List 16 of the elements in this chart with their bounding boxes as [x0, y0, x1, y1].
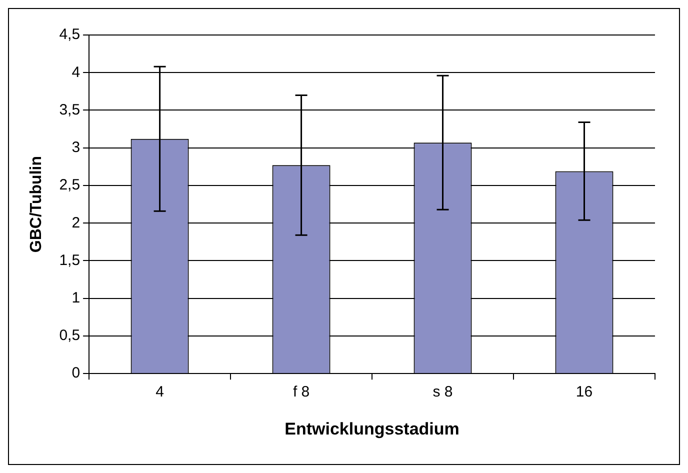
y-tick-label: 0	[72, 364, 80, 382]
y-tick-label: 3	[72, 139, 80, 156]
y-tick-label: 1,5	[59, 252, 80, 269]
y-axis-title: GBC/Tubulin	[28, 156, 46, 253]
x-axis-title: Entwicklungsstadium	[284, 419, 460, 438]
x-tick-label: 4	[156, 384, 164, 401]
x-tick-label: f 8	[292, 384, 310, 401]
y-tick-label: 3,5	[59, 101, 80, 118]
y-tick-label: 0,5	[59, 327, 80, 344]
y-tick-label: 2	[72, 214, 80, 232]
y-tick-label: 4	[72, 64, 80, 81]
y-tick-label: 2,5	[59, 176, 80, 194]
x-tick-label: s 8	[432, 384, 453, 401]
x-tick-label: 16	[576, 384, 593, 401]
y-tick-label: 4,5	[59, 26, 80, 44]
y-tick-label: 1	[72, 289, 80, 306]
